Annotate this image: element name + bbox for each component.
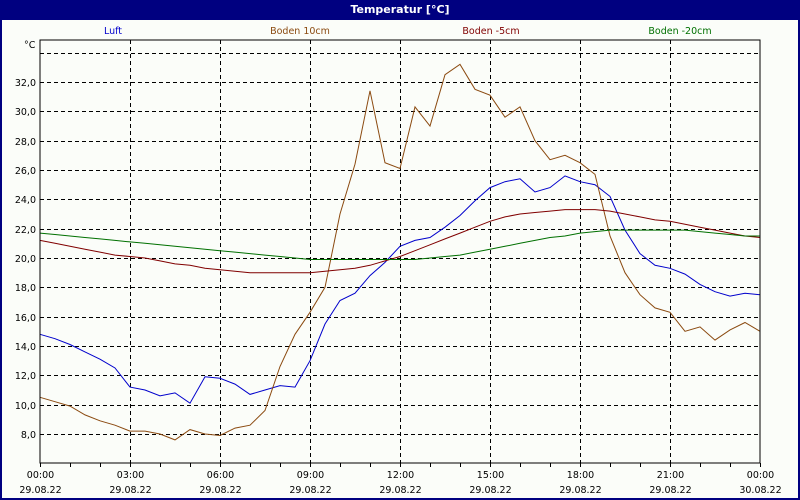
x-tick-date: 29.08.22 [379, 485, 421, 496]
grid [40, 40, 760, 463]
legend-item-boden-10cm: Boden 10cm [270, 26, 330, 37]
x-tick-time: 00:00 [27, 470, 54, 481]
y-tick-label: 28,0 [15, 137, 36, 148]
x-tick-date: 29.08.22 [289, 485, 331, 496]
x-tick-date: 29.08.22 [199, 485, 241, 496]
x-tick-date: 29.08.22 [19, 485, 61, 496]
x-tick-time: 06:00 [207, 470, 234, 481]
y-tick-label: 32,0 [15, 78, 36, 89]
series-lines [39, 63, 761, 441]
y-tick-label: 10,0 [15, 401, 36, 412]
y-tick-label: 18,0 [15, 283, 36, 294]
y-tick-label: 22,0 [15, 225, 36, 236]
y-axis: °C 8,0 10,0 12,0 14,0 16,0 18,0 20,0 22,0 24,0 26… [15, 40, 36, 441]
x-tick-time: 21:00 [657, 470, 684, 481]
y-axis-unit: °C [24, 40, 36, 51]
x-axis: 00:00 29.08.22 03:00 29.08.22 06:00 29.08.22 0… [19, 463, 782, 496]
legend: Luft Boden 10cm Boden -5cm Boden -20cm [104, 26, 712, 37]
y-tick-label: 14,0 [15, 342, 36, 353]
y-tick-label: 30,0 [15, 107, 36, 118]
x-tick-date: 29.08.22 [649, 485, 691, 496]
series-boden-20cm [39, 229, 760, 260]
x-tick-time: 00:00 [747, 470, 774, 481]
legend-item-luft: Luft [104, 26, 122, 37]
y-tick-label: 26,0 [15, 166, 36, 177]
y-tick-label: 16,0 [15, 313, 36, 324]
y-tick-label: 12,0 [15, 371, 36, 382]
x-tick-time: 18:00 [567, 470, 594, 481]
plot-frame [39, 39, 761, 464]
x-tick-time: 15:00 [477, 470, 504, 481]
series-boden-5cm [39, 209, 761, 274]
x-tick-time: 03:00 [117, 470, 144, 481]
x-tick-date: 30.08.22 [739, 485, 781, 496]
x-tick-date: 29.08.22 [559, 485, 601, 496]
series-luft [39, 175, 761, 404]
y-tick-label: 24,0 [15, 195, 36, 206]
y-tick-label: 20,0 [15, 254, 36, 265]
window-title: Temperatur [°C] [350, 3, 450, 16]
x-tick-date: 29.08.22 [109, 485, 151, 496]
y-tick-label: 8,0 [21, 430, 36, 441]
x-tick-time: 12:00 [387, 470, 414, 481]
legend-item-boden-5cm: Boden -5cm [462, 26, 519, 37]
series-boden-10cm [39, 63, 761, 441]
legend-item-boden-20cm: Boden -20cm [648, 26, 711, 37]
x-tick-time: 09:00 [297, 470, 324, 481]
x-tick-date: 29.08.22 [469, 485, 511, 496]
